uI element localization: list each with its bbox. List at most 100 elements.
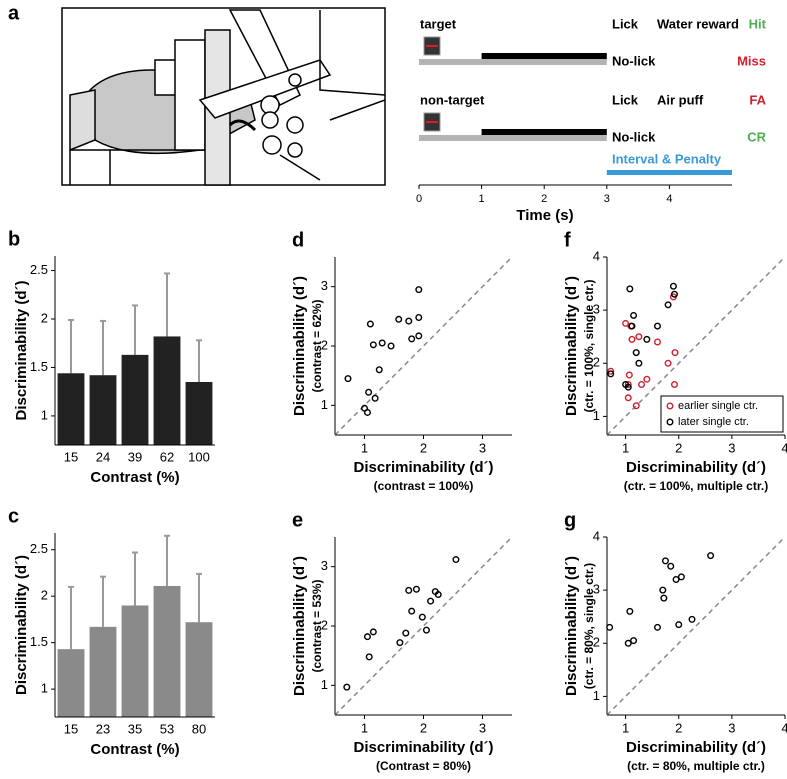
x-axis-note: (ctr. = 80%, multiple ctr.) <box>627 759 765 773</box>
point <box>632 402 640 410</box>
legend-marker <box>666 402 674 410</box>
y-tick-label: 1 <box>41 681 48 696</box>
response: Lick <box>612 92 639 107</box>
point <box>669 282 677 290</box>
point <box>667 562 675 570</box>
y-tick-label: 2 <box>321 337 328 352</box>
x-tick-label: 39 <box>128 449 142 464</box>
y-tick-label: 2.5 <box>30 541 48 556</box>
x-axis-label: Discriminability (d´) <box>626 739 766 756</box>
result: CR <box>747 129 766 144</box>
x-tick-label: 2 <box>420 720 427 735</box>
x-tick-label: 1 <box>622 440 629 455</box>
y-axis-label: Discriminability (d´) <box>291 276 308 416</box>
panel-label: f <box>564 229 571 251</box>
response-window-bar <box>481 129 607 135</box>
outcome: Air puff <box>657 92 704 107</box>
point <box>661 557 669 565</box>
y-tick-label: 2 <box>593 635 600 650</box>
y-tick-label: 3 <box>593 302 600 317</box>
x-tick-label: 4 <box>781 440 787 455</box>
x-tick-label: 53 <box>160 721 174 736</box>
identity-line <box>334 256 513 436</box>
point <box>606 623 614 631</box>
point <box>363 633 371 641</box>
y-axis-note: (ctr. = 100%, single ctr.) <box>582 279 596 412</box>
y-axis-label: Discriminability (d´) <box>563 556 580 696</box>
interval-label: Interval & Penalty <box>612 151 722 166</box>
point <box>405 317 413 325</box>
x-tick-label: 1 <box>622 720 629 735</box>
point <box>635 359 643 367</box>
bar <box>57 373 85 445</box>
point <box>675 621 683 629</box>
x-tick-label: 80 <box>192 721 206 736</box>
response: No-lick <box>612 129 656 144</box>
y-axis-label: Discriminability (d´) <box>291 556 308 696</box>
y-tick-label: 2.5 <box>30 262 48 277</box>
point <box>672 576 680 584</box>
point <box>387 342 395 350</box>
y-tick-label: 1 <box>41 407 48 422</box>
x-axis-label: Contrast (%) <box>90 469 179 486</box>
point <box>607 370 615 378</box>
point <box>365 388 373 396</box>
x-tick-label: 23 <box>96 721 110 736</box>
y-axis-note: (ctr. = 80%, single ctr.) <box>582 563 596 689</box>
x-tick-label: 2 <box>675 440 682 455</box>
point <box>622 319 630 327</box>
x-tick-label: 3 <box>604 193 610 205</box>
point <box>427 597 435 605</box>
point <box>671 349 679 357</box>
point <box>434 591 442 599</box>
point <box>630 637 638 645</box>
point <box>632 349 640 357</box>
point <box>664 359 672 367</box>
point <box>408 607 416 615</box>
point <box>343 683 351 691</box>
panel-label: b <box>8 228 20 250</box>
point <box>624 383 632 391</box>
point <box>664 301 672 309</box>
point <box>630 311 638 319</box>
point <box>415 286 423 294</box>
point <box>670 381 678 389</box>
point <box>643 375 651 383</box>
legend-label: later single ctr. <box>678 416 749 428</box>
x-axis-label: Time (s) <box>516 207 573 224</box>
x-axis-label: Contrast (%) <box>90 741 179 758</box>
point <box>422 626 430 634</box>
y-tick-label: 2 <box>321 617 328 632</box>
panel-label: a <box>8 2 20 24</box>
point <box>366 320 374 328</box>
legend-box <box>660 395 784 433</box>
point <box>677 573 685 581</box>
panel-label: g <box>564 509 576 531</box>
bar <box>89 375 117 445</box>
x-tick-label: 3 <box>479 720 486 735</box>
x-tick-label: 2 <box>675 720 682 735</box>
y-axis-note: (contrast = 53%) <box>310 579 324 672</box>
point <box>418 613 426 621</box>
point <box>371 394 379 402</box>
point <box>653 338 661 346</box>
point <box>365 653 373 661</box>
bar <box>153 585 181 717</box>
y-tick-label: 2 <box>41 310 48 325</box>
x-axis-label: Discriminability (d´) <box>353 739 493 756</box>
x-tick-label: 1 <box>361 720 368 735</box>
x-tick-label: 2 <box>541 193 547 205</box>
x-tick-label: 100 <box>188 449 210 464</box>
point <box>628 335 636 343</box>
x-axis-note: (contrast = 100%) <box>374 479 474 493</box>
point <box>659 586 667 594</box>
point <box>405 586 413 594</box>
y-tick-label: 2 <box>41 588 48 603</box>
x-axis-note: (ctr. = 100%, multiple ctr.) <box>624 479 768 493</box>
point <box>415 314 423 322</box>
y-tick-label: 3 <box>593 582 600 597</box>
legend-marker <box>666 418 674 426</box>
point <box>375 366 383 374</box>
point <box>607 367 615 375</box>
point <box>395 315 403 323</box>
